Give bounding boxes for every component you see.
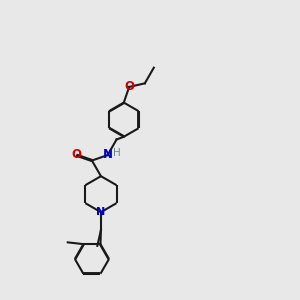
Text: H: H [113, 148, 121, 158]
Text: O: O [124, 80, 134, 93]
Text: N: N [96, 207, 106, 217]
Text: N: N [103, 148, 113, 161]
Text: O: O [71, 148, 81, 160]
